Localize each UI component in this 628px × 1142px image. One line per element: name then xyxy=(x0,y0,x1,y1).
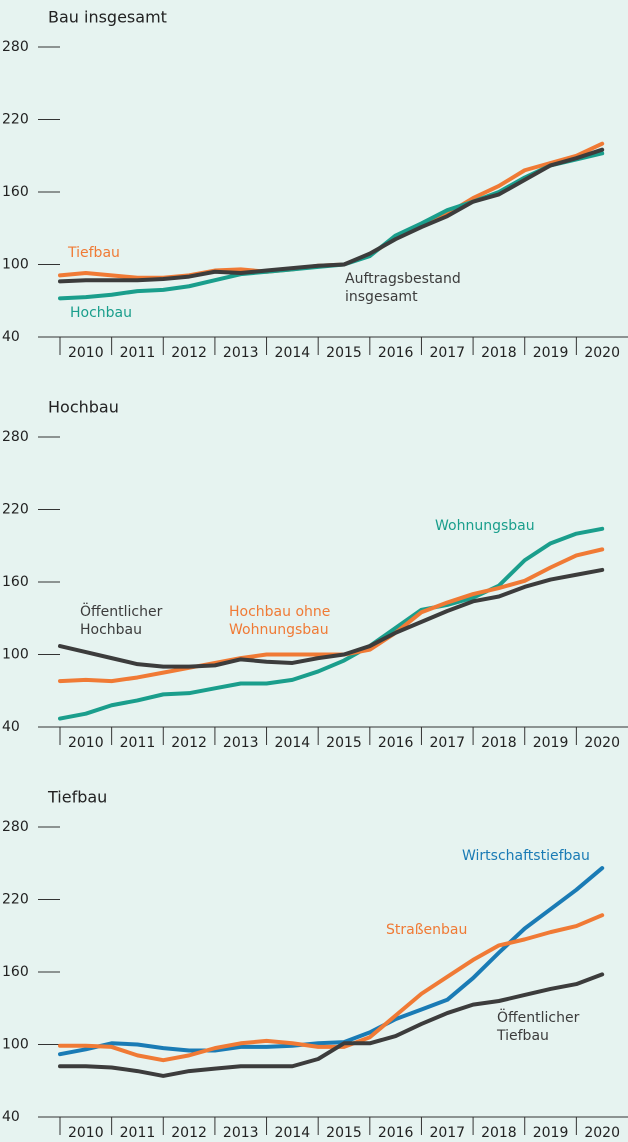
y-tick-label: 280 xyxy=(2,39,29,55)
x-tick-label: 2011 xyxy=(120,735,156,751)
y-tick-label: 280 xyxy=(2,819,29,835)
x-tick-label: 2011 xyxy=(120,1125,156,1141)
x-tick-label: 2013 xyxy=(223,1125,259,1141)
x-tick-label: 2011 xyxy=(120,345,156,361)
x-tick-label: 2018 xyxy=(481,1125,517,1141)
series-label: Öffentlicher Hochbau xyxy=(80,604,163,638)
series-label: Wohnungsbau xyxy=(435,518,535,534)
y-tick-label: 40 xyxy=(2,719,20,735)
series-label: Straßenbau xyxy=(386,922,468,938)
series-label: Wirtschaftstiefbau xyxy=(462,848,590,864)
x-tick-label: 2015 xyxy=(326,345,362,361)
y-tick-label: 100 xyxy=(2,647,29,663)
y-tick-label: 220 xyxy=(2,502,29,518)
series-line xyxy=(58,567,605,669)
y-tick-label: 220 xyxy=(2,892,29,908)
x-tick-label: 2014 xyxy=(275,735,311,751)
chart-title: Tiefbau xyxy=(47,788,107,807)
x-tick-label: 2013 xyxy=(223,735,259,751)
series-label: Auftragsbestand insgesamt xyxy=(345,271,461,305)
x-tick-label: 2020 xyxy=(584,735,620,751)
series-label: Öffentlicher Tiefbau xyxy=(497,1010,580,1044)
chart-title: Hochbau xyxy=(48,398,119,417)
x-tick-label: 2019 xyxy=(533,1125,569,1141)
series-line xyxy=(58,913,605,1063)
y-tick-label: 40 xyxy=(2,329,20,345)
x-tick-label: 2016 xyxy=(378,1125,414,1141)
x-tick-label: 2018 xyxy=(481,735,517,751)
y-tick-label: 100 xyxy=(2,1037,29,1053)
x-tick-label: 2010 xyxy=(68,735,104,751)
x-tick-label: 2010 xyxy=(68,1125,104,1141)
chart-title: Bau insgesamt xyxy=(48,8,167,27)
x-tick-label: 2018 xyxy=(481,345,517,361)
y-tick-label: 100 xyxy=(2,257,29,273)
x-tick-label: 2020 xyxy=(584,345,620,361)
x-tick-label: 2019 xyxy=(533,735,569,751)
x-tick-label: 2013 xyxy=(223,345,259,361)
x-tick-label: 2019 xyxy=(533,345,569,361)
y-tick-label: 40 xyxy=(2,1109,20,1125)
y-tick-label: 280 xyxy=(2,429,29,445)
x-tick-label: 2010 xyxy=(68,345,104,361)
x-tick-label: 2012 xyxy=(171,735,207,751)
series-line xyxy=(58,972,605,1078)
y-tick-label: 160 xyxy=(2,184,29,200)
series-label: Hochbau xyxy=(70,305,133,321)
x-tick-label: 2020 xyxy=(584,1125,620,1141)
y-tick-label: 220 xyxy=(2,112,29,128)
series-label: Hochbau ohne Wohnungsbau xyxy=(229,604,331,638)
x-tick-label: 2017 xyxy=(429,345,465,361)
x-tick-label: 2015 xyxy=(326,735,362,751)
x-tick-label: 2014 xyxy=(275,1125,311,1141)
series-line xyxy=(58,526,605,721)
x-tick-label: 2014 xyxy=(275,345,311,361)
x-tick-label: 2016 xyxy=(378,345,414,361)
x-tick-label: 2012 xyxy=(171,1125,207,1141)
x-tick-label: 2017 xyxy=(429,735,465,751)
y-tick-label: 160 xyxy=(2,964,29,980)
x-tick-label: 2017 xyxy=(429,1125,465,1141)
series-line xyxy=(58,147,605,284)
x-tick-label: 2016 xyxy=(378,735,414,751)
series-label: Tiefbau xyxy=(68,245,120,261)
y-tick-label: 160 xyxy=(2,574,29,590)
x-tick-label: 2015 xyxy=(326,1125,362,1141)
x-tick-label: 2012 xyxy=(171,345,207,361)
